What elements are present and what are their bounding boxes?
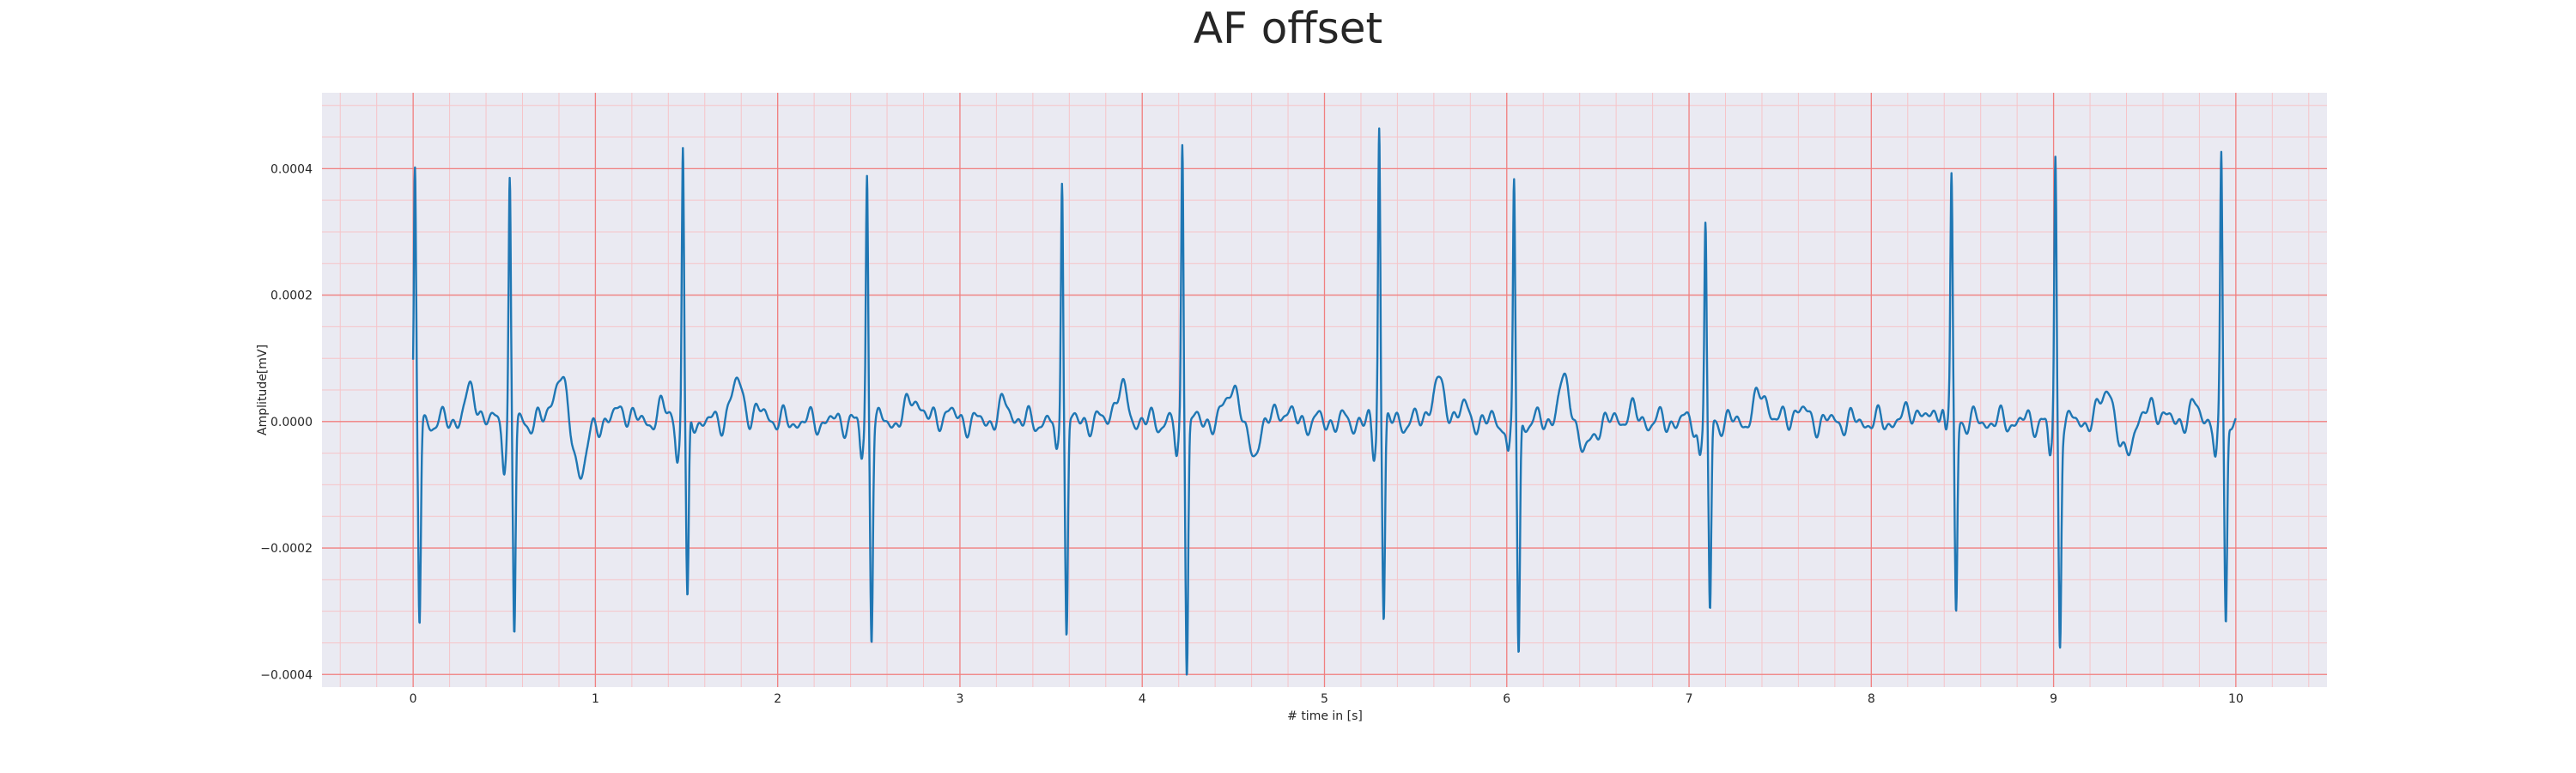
x-tick-label: 10: [2228, 692, 2244, 706]
y-axis-ticks: −0.0004 −0.0002 0.0000 0.0002 0.0004: [260, 162, 313, 682]
x-axis-label: # time in [s]: [1287, 709, 1363, 723]
y-tick-label: 0.0004: [270, 162, 313, 176]
y-tick-label: −0.0004: [260, 668, 313, 682]
chart-title: AF offset: [1193, 3, 1383, 53]
x-tick-label: 4: [1139, 692, 1146, 706]
x-tick-label: 5: [1321, 692, 1328, 706]
y-tick-label: −0.0002: [260, 542, 313, 556]
x-tick-label: 0: [410, 692, 417, 706]
x-tick-label: 6: [1503, 692, 1510, 706]
major-gridlines: [322, 93, 2327, 687]
y-tick-label: 0.0000: [270, 416, 313, 429]
ecg-signal-line: [411, 127, 2237, 676]
y-axis-label: Amplitude[mV]: [256, 344, 270, 435]
x-tick-label: 3: [956, 692, 963, 706]
x-tick-label: 8: [1868, 692, 1875, 706]
x-axis-ticks: 0 1 2 3 4 5 6 7 8 9 10: [410, 692, 2244, 706]
x-tick-label: 7: [1686, 692, 1693, 706]
x-tick-label: 9: [2050, 692, 2057, 706]
x-tick-label: 1: [592, 692, 599, 706]
x-tick-label: 2: [774, 692, 781, 706]
y-tick-label: 0.0002: [270, 289, 313, 303]
